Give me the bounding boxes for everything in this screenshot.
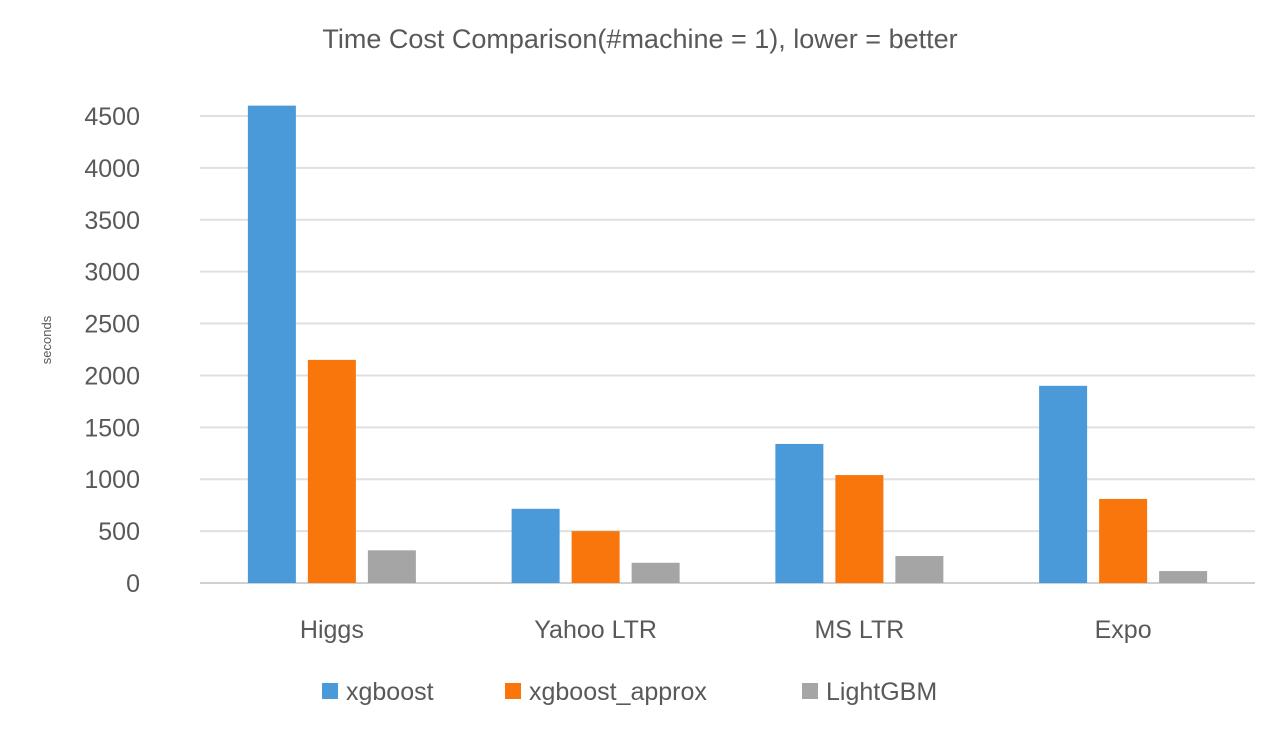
bar-xgboost-approx-ms-ltr xyxy=(835,475,884,583)
bar-xgboost-ms-ltr xyxy=(775,443,824,583)
y-axis-label: seconds xyxy=(39,315,54,364)
bar-xgboost-yahoo-ltr xyxy=(511,508,560,583)
y-tick-label: 0 xyxy=(126,570,140,598)
y-tick-label: 4500 xyxy=(84,103,140,131)
y-tick-label: 1000 xyxy=(84,466,140,494)
y-tick-label: 4000 xyxy=(84,155,140,183)
legend-label-LightGBM: LightGBM xyxy=(826,678,937,706)
bar-LightGBM-expo xyxy=(1159,571,1208,583)
legend-swatch-xgboost-approx xyxy=(505,683,521,699)
bar-xgboost-expo xyxy=(1039,385,1088,583)
y-tick-label: 2000 xyxy=(84,362,140,390)
bar-LightGBM-yahoo-ltr xyxy=(631,562,680,583)
y-tick-label: 1500 xyxy=(84,414,140,442)
bar-xgboost-approx-higgs xyxy=(307,359,356,583)
y-tick-label: 2500 xyxy=(84,311,140,339)
bar-LightGBM-higgs xyxy=(367,550,416,583)
y-tick-label: 3000 xyxy=(84,259,140,287)
chart-title: Time Cost Comparison(#machine = 1), lowe… xyxy=(322,24,957,54)
legend-label-xgboost-approx: xgboost_approx xyxy=(529,678,707,706)
y-tick-label: 500 xyxy=(98,518,140,546)
bar-LightGBM-ms-ltr xyxy=(895,556,944,583)
x-tick-label: Higgs xyxy=(300,616,364,644)
bar-xgboost-higgs xyxy=(247,105,296,583)
y-tick-label: 3500 xyxy=(84,207,140,235)
x-tick-label: MS LTR xyxy=(814,616,904,644)
bar-xgboost-approx-expo xyxy=(1099,498,1148,583)
bar-xgboost-approx-yahoo-ltr xyxy=(571,531,620,583)
legend-swatch-LightGBM xyxy=(802,683,818,699)
x-tick-label: Expo xyxy=(1095,616,1152,644)
legend-label-xgboost: xgboost xyxy=(346,678,434,706)
legend-swatch-xgboost xyxy=(322,683,338,699)
x-tick-label: Yahoo LTR xyxy=(534,616,657,644)
